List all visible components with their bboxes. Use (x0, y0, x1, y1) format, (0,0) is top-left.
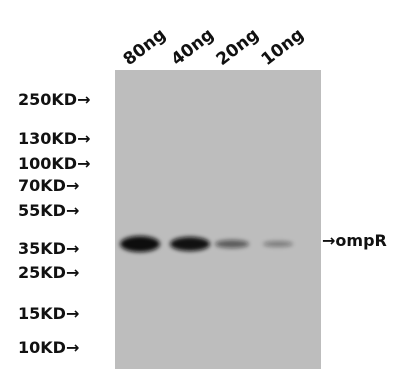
marker-label: 55KD (18, 201, 66, 220)
band-40ng (170, 236, 210, 252)
right-arrow-icon: → (322, 231, 336, 250)
marker-55kd: 55KD→ (18, 202, 79, 220)
marker-15kd: 15KD→ (18, 305, 79, 323)
marker-label: 250KD (18, 90, 78, 109)
right-arrow-icon: → (65, 239, 80, 258)
marker-130kd: 130KD→ (18, 130, 90, 148)
band-80ng (120, 236, 160, 252)
marker-10kd: 10KD→ (18, 339, 79, 357)
marker-label: 130KD (18, 129, 78, 148)
membrane (115, 70, 321, 369)
marker-label: 10KD (18, 338, 66, 357)
target-protein-name: ompR (335, 231, 387, 250)
marker-label: 15KD (18, 304, 66, 323)
marker-label: 35KD (18, 239, 66, 258)
right-arrow-icon: → (65, 338, 80, 357)
right-arrow-icon: → (65, 201, 80, 220)
right-arrow-icon: → (65, 176, 80, 195)
band-10ng (263, 241, 293, 247)
band-20ng (215, 239, 249, 249)
marker-250kd: 250KD→ (18, 91, 90, 109)
marker-label: 100KD (18, 154, 78, 173)
marker-25kd: 25KD→ (18, 264, 79, 282)
marker-label: 70KD (18, 176, 66, 195)
right-arrow-icon: → (77, 129, 91, 148)
right-arrow-icon: → (77, 90, 91, 109)
right-arrow-icon: → (77, 154, 91, 173)
marker-label: 25KD (18, 263, 66, 282)
marker-70kd: 70KD→ (18, 177, 79, 195)
marker-35kd: 35KD→ (18, 240, 79, 258)
target-label: →ompR (322, 232, 387, 250)
marker-100kd: 100KD→ (18, 155, 90, 173)
right-arrow-icon: → (65, 263, 80, 282)
right-arrow-icon: → (65, 304, 80, 323)
